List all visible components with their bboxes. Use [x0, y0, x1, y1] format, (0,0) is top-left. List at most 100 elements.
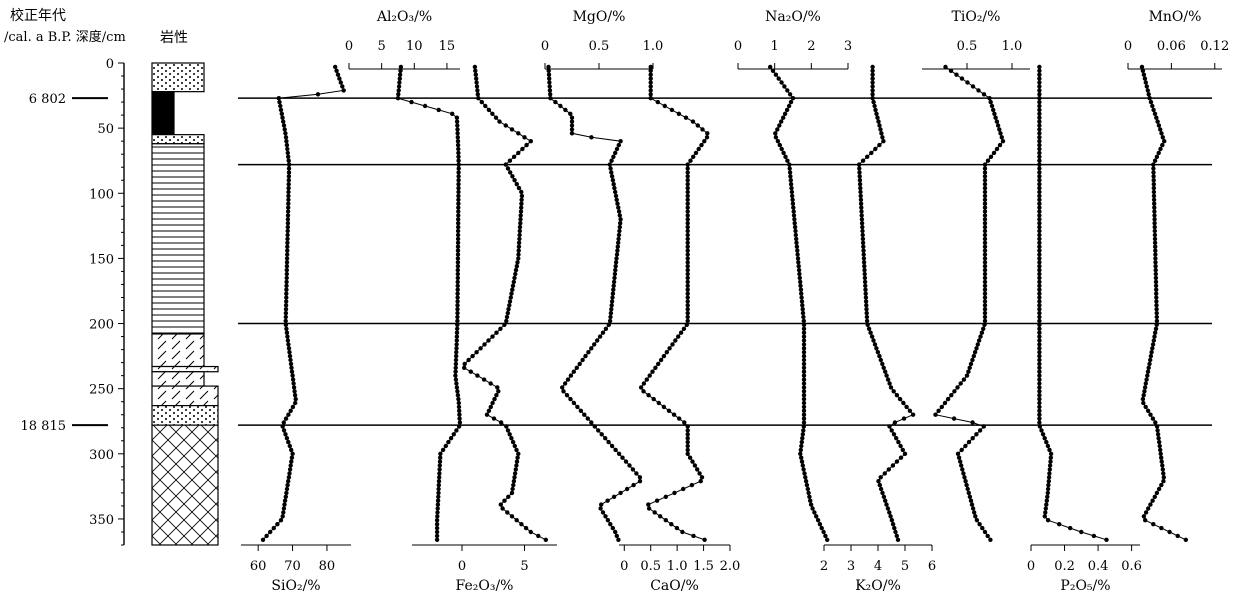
axis-label: CaO/% — [650, 578, 699, 594]
data-point — [434, 533, 440, 539]
data-point — [286, 154, 291, 159]
data-point — [435, 514, 440, 519]
data-point — [785, 88, 790, 93]
data-point — [284, 279, 289, 285]
data-point — [982, 252, 988, 257]
data-point — [801, 369, 807, 374]
data-point — [982, 291, 988, 296]
data-point — [648, 68, 653, 74]
data-point — [773, 131, 778, 136]
data-point — [962, 475, 967, 480]
data-point — [982, 221, 988, 226]
data-point — [484, 412, 490, 417]
axis-label: Na₂O/% — [765, 9, 821, 25]
data-point — [801, 412, 807, 417]
data-point — [1144, 377, 1149, 382]
data-point — [1047, 467, 1053, 472]
data-point — [282, 127, 287, 132]
data-point — [858, 201, 864, 206]
data-point — [1150, 498, 1155, 503]
data-point — [516, 244, 522, 249]
data-point — [1142, 389, 1147, 394]
data-point — [578, 408, 584, 413]
data-point — [800, 436, 805, 441]
data-point — [801, 400, 807, 406]
data-point — [264, 533, 269, 539]
data-point — [982, 224, 988, 230]
data-point — [978, 334, 983, 339]
data-point — [283, 432, 288, 437]
data-point — [894, 533, 899, 539]
data-point — [455, 291, 460, 296]
data-point — [285, 248, 290, 253]
age-label: 18 815 — [21, 419, 67, 434]
data-point — [569, 123, 575, 128]
data-point — [600, 510, 606, 515]
data-point — [617, 228, 622, 234]
data-point — [800, 432, 805, 437]
data-point — [504, 318, 509, 324]
data-point — [664, 350, 669, 355]
data-point — [661, 404, 667, 410]
data-point — [1153, 279, 1159, 285]
data-point — [776, 76, 781, 81]
data-point — [456, 182, 461, 187]
data-point — [286, 174, 292, 179]
data-point — [495, 385, 500, 390]
data-point — [1150, 103, 1155, 109]
data-point — [787, 92, 793, 97]
data-point — [611, 182, 616, 187]
data-point — [490, 400, 495, 406]
data-point — [454, 346, 459, 351]
data-point — [1037, 291, 1042, 296]
data-point — [283, 310, 289, 316]
data-point — [575, 404, 580, 410]
data-point — [801, 416, 807, 421]
data-point — [970, 436, 975, 441]
data-point — [453, 365, 458, 370]
data-point — [808, 502, 814, 507]
data-point — [891, 432, 897, 437]
data-point — [586, 350, 591, 355]
data-point — [486, 107, 492, 113]
data-point — [454, 350, 459, 355]
data-point — [455, 314, 460, 320]
data-point — [516, 131, 521, 136]
axis-label: MnO/% — [1149, 9, 1202, 25]
data-point — [543, 537, 548, 542]
data-point — [861, 244, 866, 249]
data-point — [878, 127, 883, 132]
data-point — [685, 295, 690, 300]
data-point — [536, 533, 541, 539]
data-point — [396, 84, 402, 89]
data-point — [284, 490, 289, 496]
top-axis: 0 0.06 0.12 MnO/% — [1124, 9, 1229, 70]
data-point — [880, 490, 885, 496]
data-point — [616, 232, 622, 238]
data-point — [454, 342, 459, 347]
data-point — [286, 342, 291, 347]
data-point — [885, 377, 891, 382]
data-point — [455, 275, 460, 281]
data-point — [292, 389, 297, 394]
data-point — [1037, 154, 1042, 159]
data-point — [804, 482, 810, 488]
data-point — [454, 428, 459, 433]
data-point — [1037, 240, 1042, 245]
data-point — [509, 291, 514, 296]
data-point — [462, 361, 467, 367]
data-point — [315, 92, 321, 97]
data-point — [571, 369, 576, 374]
data-point — [1150, 416, 1156, 421]
data-point — [292, 393, 298, 398]
data-point — [798, 287, 804, 292]
data-point — [505, 166, 511, 171]
data-point — [648, 64, 653, 70]
data-point — [1151, 189, 1157, 195]
data-point — [648, 96, 653, 101]
data-point — [982, 182, 988, 187]
data-point — [1037, 267, 1042, 273]
data-point — [968, 498, 974, 503]
data-point — [290, 373, 295, 378]
data-point — [456, 201, 461, 206]
